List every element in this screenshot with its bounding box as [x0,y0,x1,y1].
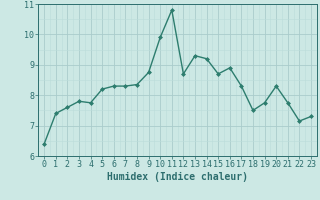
X-axis label: Humidex (Indice chaleur): Humidex (Indice chaleur) [107,172,248,182]
